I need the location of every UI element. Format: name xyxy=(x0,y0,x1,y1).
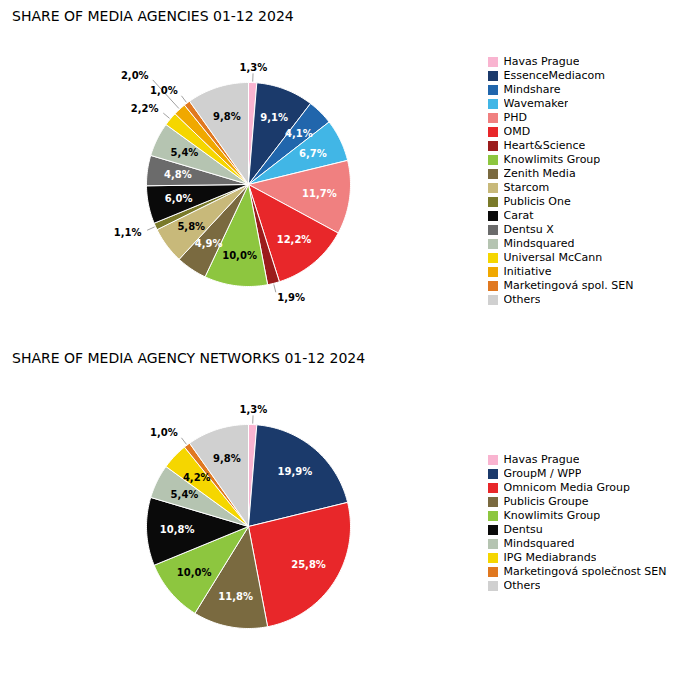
svg-text:10,8%: 10,8% xyxy=(160,524,195,535)
svg-text:1,0%: 1,0% xyxy=(150,427,178,438)
html-text:Carat: Carat xyxy=(503,209,534,223)
svg-text:11,7%: 11,7% xyxy=(302,188,337,199)
svg-text:1,3%: 1,3% xyxy=(239,403,267,414)
html-text:GroupM / WPP: GroupM / WPP xyxy=(503,467,582,481)
html-text:Dentsu: Dentsu xyxy=(503,523,543,537)
html-text:Marketingová spol. SEN: Marketingová spol. SEN xyxy=(503,279,634,293)
svg-text:9,8%: 9,8% xyxy=(213,453,241,464)
html-text:IPG Mediabrands: IPG Mediabrands xyxy=(503,551,597,565)
svg-text:4,9%: 4,9% xyxy=(195,238,223,249)
svg-text:5,4%: 5,4% xyxy=(171,489,199,500)
html-text:Initiative: Initiative xyxy=(503,265,552,279)
html-text:Mindshare: Mindshare xyxy=(503,83,561,97)
html-text:Dentsu X: Dentsu X xyxy=(503,223,554,237)
svg-text:1,9%: 1,9% xyxy=(277,292,305,303)
svg-text:4,8%: 4,8% xyxy=(164,169,192,180)
html-text:Havas Prague: Havas Prague xyxy=(503,453,580,467)
html-text:SHARE OF MEDIA AGENCIES 01-12: SHARE OF MEDIA AGENCIES 01-12 2024 xyxy=(12,8,294,24)
svg-text:4,2%: 4,2% xyxy=(183,471,211,482)
html-text:OMD: OMD xyxy=(503,125,531,139)
svg-text:1,3%: 1,3% xyxy=(239,61,267,72)
svg-text:4,1%: 4,1% xyxy=(285,128,313,139)
html-text:Knowlimits Group: Knowlimits Group xyxy=(503,153,601,167)
html-text:SHARE OF MEDIA AGENCY NETWORKS: SHARE OF MEDIA AGENCY NETWORKS 01-12 202… xyxy=(12,350,366,366)
svg-text:25,8%: 25,8% xyxy=(291,559,326,570)
html-text:Omnicom Media Group: Omnicom Media Group xyxy=(503,481,630,495)
html-text:PHD: PHD xyxy=(503,111,527,125)
html-text:Mindsquared: Mindsquared xyxy=(503,537,575,551)
html-text:Zenith Media: Zenith Media xyxy=(503,167,576,181)
svg-text:10,0%: 10,0% xyxy=(177,567,212,578)
svg-text:2,0%: 2,0% xyxy=(121,70,149,81)
svg-text:5,4%: 5,4% xyxy=(171,147,199,158)
html-text:Marketingová společnost SEN: Marketingová společnost SEN xyxy=(503,565,667,579)
svg-text:11,8%: 11,8% xyxy=(218,591,253,602)
svg-text:6,0%: 6,0% xyxy=(165,193,193,204)
html-text:EssenceMediacom: EssenceMediacom xyxy=(503,69,605,83)
svg-text:5,8%: 5,8% xyxy=(177,221,205,232)
html-text:Others: Others xyxy=(503,579,541,593)
svg-text:6,7%: 6,7% xyxy=(299,148,327,159)
html-text:Havas Prague: Havas Prague xyxy=(503,55,580,69)
svg-text:1,1%: 1,1% xyxy=(114,227,142,238)
svg-text:1,0%: 1,0% xyxy=(150,85,178,96)
svg-text:9,8%: 9,8% xyxy=(213,111,241,122)
html-text:Mindsquared: Mindsquared xyxy=(503,237,575,251)
svg-text:9,1%: 9,1% xyxy=(260,112,288,123)
html-text:Heart&Science: Heart&Science xyxy=(503,139,586,153)
html-text:Others: Others xyxy=(503,293,541,307)
svg-text:2,2%: 2,2% xyxy=(131,103,159,114)
html-text:Publicis Groupe: Publicis Groupe xyxy=(503,495,589,509)
svg-text:10,0%: 10,0% xyxy=(222,250,257,261)
html-text:Universal McCann: Universal McCann xyxy=(503,251,603,265)
html-text:Wavemaker: Wavemaker xyxy=(503,97,569,111)
html-text:Starcom: Starcom xyxy=(503,181,550,195)
svg-text:12,2%: 12,2% xyxy=(277,234,312,245)
svg-text:19,9%: 19,9% xyxy=(278,466,313,477)
html-text:Knowlimits Group: Knowlimits Group xyxy=(503,509,601,523)
html-text:Publicis One: Publicis One xyxy=(503,195,571,209)
